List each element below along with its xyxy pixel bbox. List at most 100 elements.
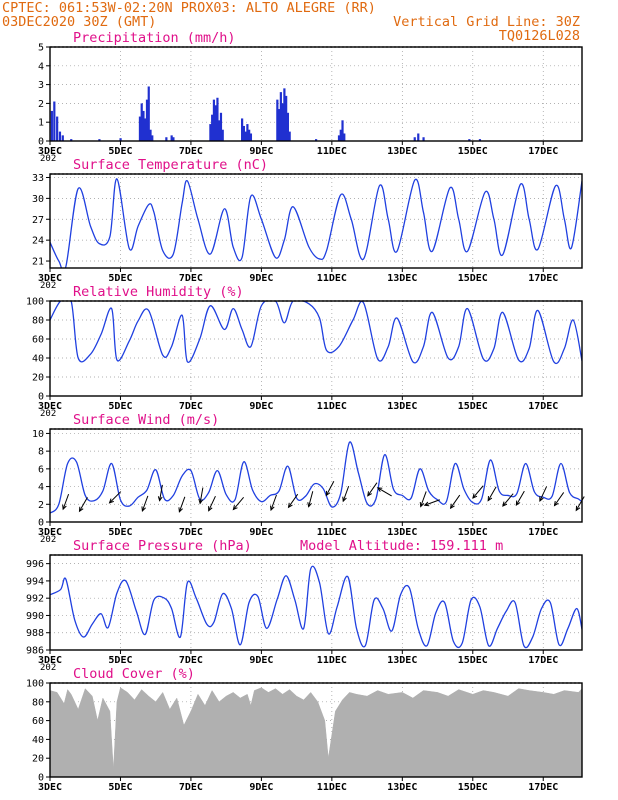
precipitation-panel: 0 1 2 3 4 5 3DEC 5DEC 7DEC 9DEC 11DEC 13DEC 15DEC 17D… [38,30,583,164]
wind-arrow [208,495,216,512]
wind-arrow [178,496,186,513]
precip-bar [138,116,142,141]
precip-bar [211,114,214,141]
pressure-title: Surface Pressure (hPa) [73,538,252,554]
precip-bar [147,86,150,141]
wind-arrow-head [487,496,493,502]
temperature-xtick-label: 9DEC [249,273,273,284]
precip-bar [170,135,173,141]
temperature-ytick-label: 33 [32,173,44,184]
pressure-ytick-label: 996 [26,559,44,570]
pressure-frame [49,554,583,651]
temperature-xtick-label: 11DEC [317,273,347,284]
temperature-panel: 21 24 27 30 33 3DEC 5DEC 7DEC 9DEC 11DEC 13DEC 15DE… [32,157,583,291]
temperature-ytick-label: 27 [32,215,44,226]
pressure-ytick-label: 988 [26,628,44,639]
wind-arrow-shaft [109,491,122,504]
precip-bar [221,129,224,141]
wind-xtick-label: 15DEC [458,527,488,538]
temperature-ytick-label: 30 [32,194,44,205]
wind-arrow-shaft [450,494,461,509]
precip-bar [58,131,62,141]
precip-bar [413,137,416,141]
precip-bar [246,124,249,141]
wind-arrow-shaft [232,496,245,510]
wind-ytick-label: 10 [32,429,44,440]
precip-bar [248,129,251,141]
humidity-title: Relative Humidity (%) [73,284,244,300]
precip-bar [343,133,346,141]
wind-arrow [78,497,88,513]
precip-bar [285,95,288,141]
header-line1: CPTEC: 061:53W-02:20N PROX03: ALTO ALEGR… [2,0,376,16]
wind-title: Surface Wind (m/s) [73,412,219,428]
wind-line [50,441,582,514]
precip-bar [151,135,154,141]
wind-arrow-shaft [487,486,497,501]
precip-bar [281,103,284,141]
precipitation-ytick-label: 0 [38,137,44,148]
pressure-ytick-label: 986 [26,646,44,657]
wind-arrow-head [472,493,478,499]
temperature-ytick-label: 21 [32,257,44,268]
precip-bar [478,139,482,141]
precipitation-xtick-label: 15DEC [458,146,488,157]
wind-arrow [325,481,335,497]
wind-ytick-label: 2 [38,500,44,511]
cloud-cover-panel: 0 20 40 60 80 100 3DEC 5DEC 7DEC 9DEC 11DEC 13DEC 15… [26,666,583,793]
wind-arrow-head [515,500,521,507]
wind-arrow-head [553,501,559,507]
wind-arrow-shaft [342,485,350,502]
wind-arrow-shaft [377,487,392,497]
precip-bar [216,97,219,141]
header-grid-line: Vertical Grid Line: 30Z [393,14,580,30]
humidity-panel: 0 20 40 60 80 100 3DEC 5DEC 7DEC 9DEC 11DEC 13DEC 15… [26,284,583,419]
wind-xtick-label: 5DEC [108,527,132,538]
precip-bar [286,112,290,141]
wind-xtick-label: 13DEC [387,527,417,538]
precip-bar [209,124,212,141]
pressure-xtick-label: 15DEC [458,655,488,666]
humidity-xtick-label: 17DEC [528,401,558,412]
wind-arrow-head [141,506,146,512]
precipitation-ytick-label: 2 [38,99,44,110]
precip-bar [288,131,291,141]
precip-bar [214,105,217,141]
wind-arrow-head [198,498,204,505]
wind-arrow-shaft [159,484,163,501]
precipitation-year-cutoff: 202 [40,154,56,164]
precip-bar [341,120,344,141]
wind-arrow [449,494,461,510]
wind-arrow-head [62,504,67,511]
humidity-xtick-label: 9DEC [249,401,273,412]
humidity-ytick-label: 60 [32,335,44,346]
precip-bar [339,129,342,141]
pressure-xtick-label: 7DEC [179,655,203,666]
wind-arrow [367,482,378,497]
cloud-cover-ytick-label: 0 [38,773,44,784]
wind-arrow-head [270,505,275,512]
wind-arrow-shaft [325,481,335,496]
pressure-ytick-label: 990 [26,611,44,622]
precipitation-xtick-label: 5DEC [108,146,132,157]
wind-xtick-label: 17DEC [528,527,558,538]
cloud-cover-ytick-label: 40 [32,735,44,746]
temperature-xtick-label: 3DEC [38,273,62,284]
precip-bar [219,112,223,141]
wind-arrow [157,484,163,502]
humidity-xtick-label: 7DEC [179,401,203,412]
precipitation-ytick-label: 3 [38,80,44,91]
precip-bar [149,129,152,141]
wind-arrow-head [367,491,372,497]
wind-arrow-head [502,501,508,507]
cloud-area [49,687,583,778]
temperature-xtick-label: 7DEC [179,273,203,284]
wind-xtick-label: 7DEC [179,527,203,538]
wind-arrow-head [307,502,312,508]
wind-arrow [287,493,299,509]
precip-bar [468,139,471,141]
precip-bar [142,110,145,141]
precipitation-xtick-label: 11DEC [317,146,347,157]
precip-bar [242,125,245,141]
wind-arrow [515,490,525,507]
